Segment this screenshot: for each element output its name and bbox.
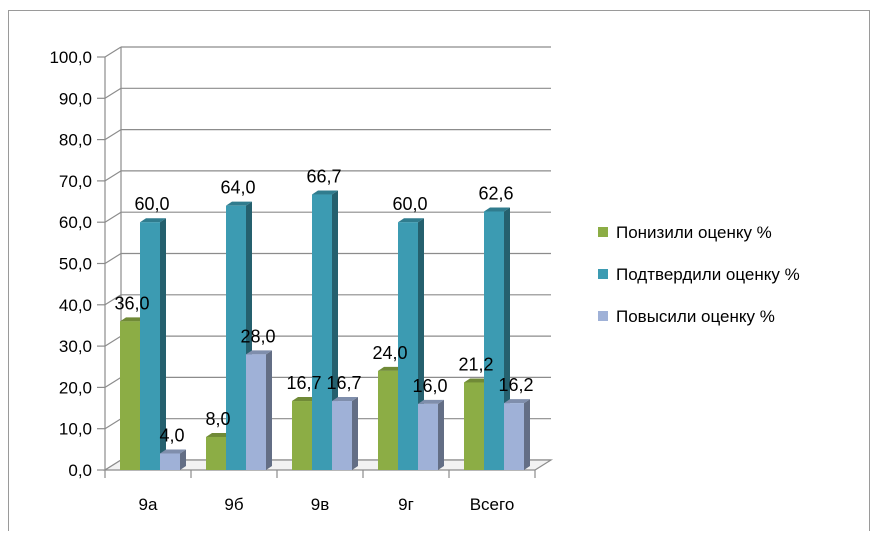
x-category-label: 9в (311, 495, 330, 514)
y-tick-label: 40,0 (59, 296, 92, 315)
data-label: 4,0 (159, 425, 184, 445)
y-tick-label: 10,0 (59, 420, 92, 439)
data-label: 16,0 (412, 376, 447, 396)
bar (418, 404, 438, 470)
bar (378, 371, 398, 470)
legend-swatch (598, 311, 608, 321)
y-tick-label: 90,0 (59, 89, 92, 108)
data-label: 24,0 (372, 343, 407, 363)
x-category-label: 9г (398, 495, 414, 514)
bar-side (438, 400, 444, 470)
y-tick-label: 100,0 (49, 48, 92, 67)
data-label: 16,7 (286, 373, 321, 393)
gridline-side (105, 88, 121, 98)
bar-side (524, 399, 530, 470)
data-label: 60,0 (392, 194, 427, 214)
data-label: 16,7 (326, 373, 361, 393)
gridline-side (105, 130, 121, 140)
data-label: 21,2 (458, 354, 493, 374)
legend-swatch (598, 269, 608, 279)
bar (246, 354, 266, 470)
gridline-side (105, 254, 121, 264)
data-label: 28,0 (240, 326, 275, 346)
y-tick-label: 50,0 (59, 255, 92, 274)
data-label: 8,0 (205, 409, 230, 429)
y-tick-label: 20,0 (59, 378, 92, 397)
y-tick-label: 60,0 (59, 213, 92, 232)
y-tick-label: 70,0 (59, 172, 92, 191)
gridline-side (105, 171, 121, 181)
y-tick-label: 30,0 (59, 337, 92, 356)
gridline-side (105, 377, 121, 387)
legend-swatch (598, 227, 608, 237)
bar-side (352, 397, 358, 470)
gridline-side (105, 419, 121, 429)
bar (140, 222, 160, 470)
data-label: 62,6 (478, 183, 513, 203)
y-tick-label: 80,0 (59, 131, 92, 150)
gridline-side (105, 47, 121, 57)
x-category-label: 9б (224, 495, 243, 514)
gridline-side (105, 336, 121, 346)
bar (120, 321, 140, 470)
bar (206, 437, 226, 470)
data-label: 64,0 (220, 178, 255, 198)
data-label: 66,7 (306, 167, 341, 187)
legend-item-label: Повысили оценку % (616, 307, 775, 326)
x-category-label: 9а (139, 495, 158, 514)
bar (484, 211, 504, 470)
legend: Понизили оценку % Подтвердили оценку % Пов… (598, 223, 800, 326)
bar (332, 401, 352, 470)
data-label: 60,0 (134, 194, 169, 214)
bar-side (266, 350, 272, 470)
y-tick-label: 0,0 (68, 461, 92, 480)
x-category-label: Всего (470, 495, 515, 514)
data-label: 36,0 (114, 293, 149, 313)
bar (292, 401, 312, 470)
bar (464, 382, 484, 470)
gridline-side (105, 212, 121, 222)
data-label: 16,2 (498, 375, 533, 395)
bar (312, 195, 332, 470)
legend-item-label: Подтвердили оценку % (616, 265, 800, 284)
bar (504, 403, 524, 470)
legend-item-label: Понизили оценку % (616, 223, 772, 242)
bar (160, 453, 180, 470)
